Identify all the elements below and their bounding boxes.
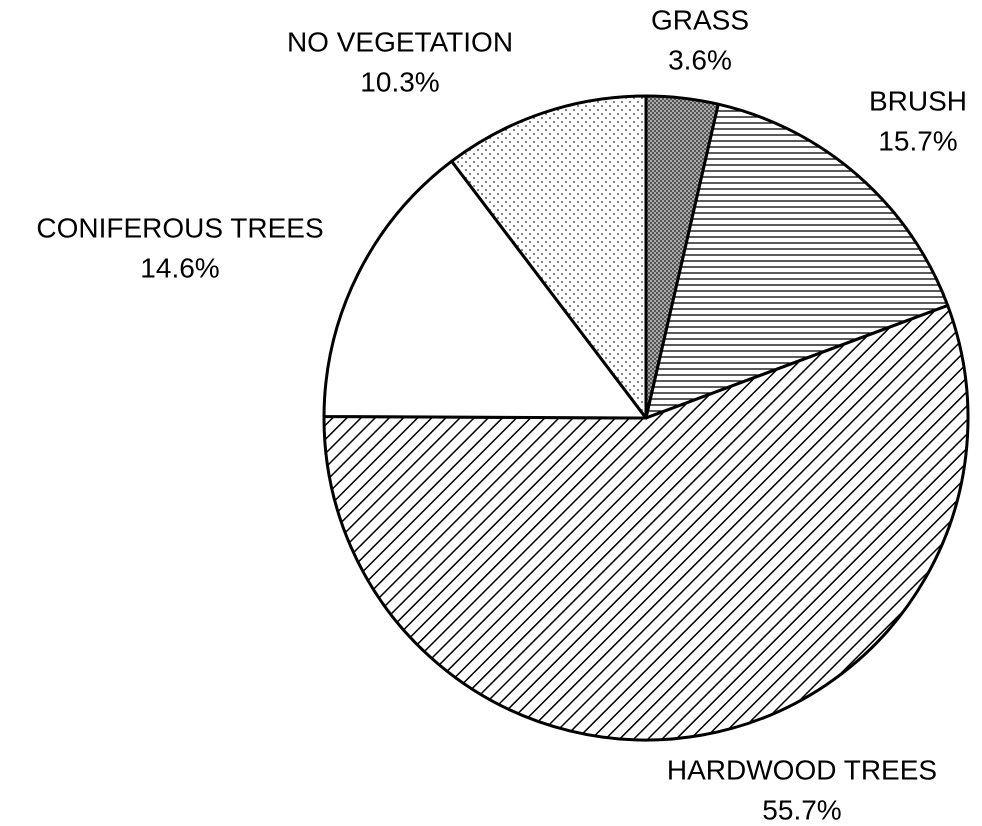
slice-label: GRASS	[651, 4, 749, 35]
slice-label: HARDWOOD TREES	[667, 754, 937, 785]
slice-label: CONIFEROUS TREES	[36, 212, 323, 243]
slice-value-label: 15.7%	[878, 125, 957, 156]
pie-slice	[644, 102, 950, 420]
slice-value-label: 14.6%	[140, 252, 219, 283]
pie-slice	[450, 94, 648, 420]
slice-value-label: 3.6%	[668, 44, 732, 75]
slice-label: NO VEGETATION	[287, 26, 513, 57]
slice-value-label: 55.7%	[762, 794, 841, 825]
pie-slice	[322, 303, 970, 742]
slice-value-label: 10.3%	[360, 66, 439, 97]
pie-slice	[322, 159, 648, 420]
slice-label: BRUSH	[869, 85, 967, 116]
